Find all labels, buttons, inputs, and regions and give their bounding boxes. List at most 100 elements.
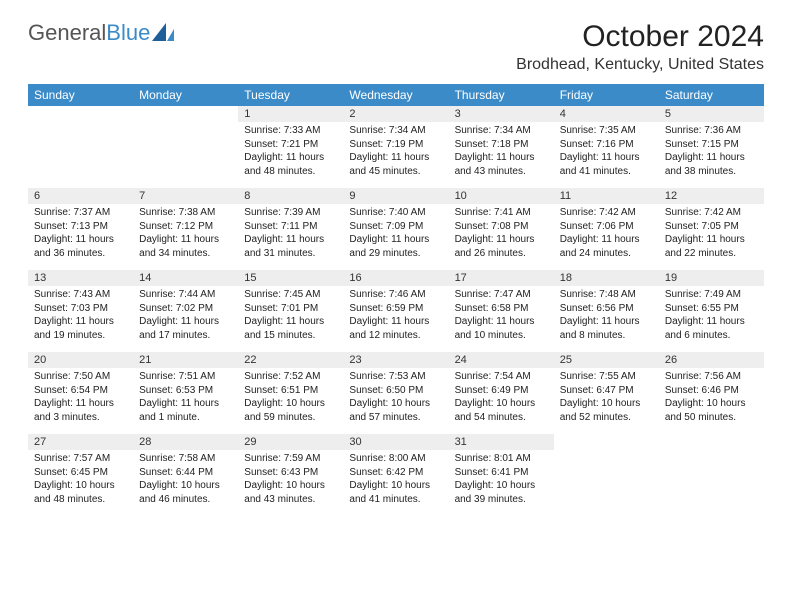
day-number-cell: 6 bbox=[28, 188, 133, 204]
day-content-cell: Sunrise: 7:39 AMSunset: 7:11 PMDaylight:… bbox=[238, 204, 343, 270]
sunset-text: Sunset: 7:12 PM bbox=[139, 220, 232, 234]
daylight-text: Daylight: 11 hours and 43 minutes. bbox=[455, 151, 548, 178]
day-header: Wednesday bbox=[343, 84, 448, 106]
day-content-cell: Sunrise: 7:55 AMSunset: 6:47 PMDaylight:… bbox=[554, 368, 659, 434]
daynum-row: 20212223242526 bbox=[28, 352, 764, 368]
content-row: Sunrise: 7:33 AMSunset: 7:21 PMDaylight:… bbox=[28, 122, 764, 188]
day-content-cell bbox=[133, 122, 238, 188]
location: Brodhead, Kentucky, United States bbox=[516, 56, 764, 74]
sunrise-text: Sunrise: 8:01 AM bbox=[455, 452, 548, 466]
sunset-text: Sunset: 6:46 PM bbox=[665, 384, 758, 398]
day-content-cell: Sunrise: 7:54 AMSunset: 6:49 PMDaylight:… bbox=[449, 368, 554, 434]
day-content-cell: Sunrise: 8:00 AMSunset: 6:42 PMDaylight:… bbox=[343, 450, 448, 516]
sunrise-text: Sunrise: 7:47 AM bbox=[455, 288, 548, 302]
day-number-cell: 17 bbox=[449, 270, 554, 286]
daylight-text: Daylight: 11 hours and 29 minutes. bbox=[349, 233, 442, 260]
day-number-cell: 22 bbox=[238, 352, 343, 368]
daylight-text: Daylight: 11 hours and 26 minutes. bbox=[455, 233, 548, 260]
sunrise-text: Sunrise: 7:42 AM bbox=[560, 206, 653, 220]
sunset-text: Sunset: 6:45 PM bbox=[34, 466, 127, 480]
day-number-cell bbox=[659, 434, 764, 450]
sunset-text: Sunset: 6:42 PM bbox=[349, 466, 442, 480]
day-number-cell: 14 bbox=[133, 270, 238, 286]
day-content-cell: Sunrise: 7:47 AMSunset: 6:58 PMDaylight:… bbox=[449, 286, 554, 352]
sunrise-text: Sunrise: 7:42 AM bbox=[665, 206, 758, 220]
daylight-text: Daylight: 11 hours and 48 minutes. bbox=[244, 151, 337, 178]
daylight-text: Daylight: 11 hours and 19 minutes. bbox=[34, 315, 127, 342]
sunset-text: Sunset: 7:09 PM bbox=[349, 220, 442, 234]
sunrise-text: Sunrise: 7:59 AM bbox=[244, 452, 337, 466]
daylight-text: Daylight: 11 hours and 41 minutes. bbox=[560, 151, 653, 178]
sunset-text: Sunset: 6:49 PM bbox=[455, 384, 548, 398]
sunset-text: Sunset: 6:56 PM bbox=[560, 302, 653, 316]
sunrise-text: Sunrise: 7:49 AM bbox=[665, 288, 758, 302]
sunset-text: Sunset: 6:50 PM bbox=[349, 384, 442, 398]
day-header: Saturday bbox=[659, 84, 764, 106]
day-number-cell bbox=[28, 106, 133, 122]
daylight-text: Daylight: 11 hours and 15 minutes. bbox=[244, 315, 337, 342]
sunset-text: Sunset: 7:13 PM bbox=[34, 220, 127, 234]
daylight-text: Daylight: 10 hours and 46 minutes. bbox=[139, 479, 232, 506]
day-content-cell bbox=[28, 122, 133, 188]
day-content-cell bbox=[554, 450, 659, 516]
day-number-cell: 30 bbox=[343, 434, 448, 450]
day-header: Sunday bbox=[28, 84, 133, 106]
sunrise-text: Sunrise: 7:45 AM bbox=[244, 288, 337, 302]
sunrise-text: Sunrise: 7:56 AM bbox=[665, 370, 758, 384]
daynum-row: 12345 bbox=[28, 106, 764, 122]
day-content-cell: Sunrise: 7:36 AMSunset: 7:15 PMDaylight:… bbox=[659, 122, 764, 188]
sunset-text: Sunset: 6:44 PM bbox=[139, 466, 232, 480]
day-number-cell bbox=[133, 106, 238, 122]
logo-sail-icon bbox=[152, 23, 178, 43]
sunset-text: Sunset: 6:59 PM bbox=[349, 302, 442, 316]
sunset-text: Sunset: 6:55 PM bbox=[665, 302, 758, 316]
sunrise-text: Sunrise: 7:54 AM bbox=[455, 370, 548, 384]
day-content-cell: Sunrise: 8:01 AMSunset: 6:41 PMDaylight:… bbox=[449, 450, 554, 516]
day-content-cell: Sunrise: 7:34 AMSunset: 7:18 PMDaylight:… bbox=[449, 122, 554, 188]
content-row: Sunrise: 7:50 AMSunset: 6:54 PMDaylight:… bbox=[28, 368, 764, 434]
sunrise-text: Sunrise: 7:40 AM bbox=[349, 206, 442, 220]
sunset-text: Sunset: 7:11 PM bbox=[244, 220, 337, 234]
daynum-row: 2728293031 bbox=[28, 434, 764, 450]
daylight-text: Daylight: 11 hours and 8 minutes. bbox=[560, 315, 653, 342]
daylight-text: Daylight: 11 hours and 38 minutes. bbox=[665, 151, 758, 178]
daylight-text: Daylight: 10 hours and 50 minutes. bbox=[665, 397, 758, 424]
daylight-text: Daylight: 11 hours and 1 minute. bbox=[139, 397, 232, 424]
daylight-text: Daylight: 10 hours and 54 minutes. bbox=[455, 397, 548, 424]
day-content-cell: Sunrise: 7:57 AMSunset: 6:45 PMDaylight:… bbox=[28, 450, 133, 516]
sunset-text: Sunset: 7:16 PM bbox=[560, 138, 653, 152]
sunset-text: Sunset: 7:03 PM bbox=[34, 302, 127, 316]
logo-word1: General bbox=[28, 20, 106, 46]
day-number-cell bbox=[554, 434, 659, 450]
day-content-cell: Sunrise: 7:59 AMSunset: 6:43 PMDaylight:… bbox=[238, 450, 343, 516]
sunset-text: Sunset: 6:41 PM bbox=[455, 466, 548, 480]
day-number-cell: 1 bbox=[238, 106, 343, 122]
calendar-table: SundayMondayTuesdayWednesdayThursdayFrid… bbox=[28, 84, 764, 516]
day-content-cell: Sunrise: 7:38 AMSunset: 7:12 PMDaylight:… bbox=[133, 204, 238, 270]
sunset-text: Sunset: 6:58 PM bbox=[455, 302, 548, 316]
day-number-cell: 2 bbox=[343, 106, 448, 122]
day-header: Monday bbox=[133, 84, 238, 106]
sunrise-text: Sunrise: 7:51 AM bbox=[139, 370, 232, 384]
daylight-text: Daylight: 10 hours and 48 minutes. bbox=[34, 479, 127, 506]
month-title: October 2024 bbox=[516, 20, 764, 54]
day-number-cell: 8 bbox=[238, 188, 343, 204]
sunset-text: Sunset: 7:01 PM bbox=[244, 302, 337, 316]
day-header: Friday bbox=[554, 84, 659, 106]
sunset-text: Sunset: 6:51 PM bbox=[244, 384, 337, 398]
day-number-cell: 28 bbox=[133, 434, 238, 450]
daylight-text: Daylight: 10 hours and 43 minutes. bbox=[244, 479, 337, 506]
day-number-cell: 21 bbox=[133, 352, 238, 368]
sunset-text: Sunset: 7:06 PM bbox=[560, 220, 653, 234]
sunrise-text: Sunrise: 7:50 AM bbox=[34, 370, 127, 384]
day-content-cell: Sunrise: 7:58 AMSunset: 6:44 PMDaylight:… bbox=[133, 450, 238, 516]
sunset-text: Sunset: 7:08 PM bbox=[455, 220, 548, 234]
day-content-cell: Sunrise: 7:41 AMSunset: 7:08 PMDaylight:… bbox=[449, 204, 554, 270]
daylight-text: Daylight: 11 hours and 36 minutes. bbox=[34, 233, 127, 260]
day-number-cell: 12 bbox=[659, 188, 764, 204]
day-number-cell: 18 bbox=[554, 270, 659, 286]
day-number-cell: 26 bbox=[659, 352, 764, 368]
day-number-cell: 15 bbox=[238, 270, 343, 286]
day-content-cell: Sunrise: 7:43 AMSunset: 7:03 PMDaylight:… bbox=[28, 286, 133, 352]
sunrise-text: Sunrise: 7:41 AM bbox=[455, 206, 548, 220]
